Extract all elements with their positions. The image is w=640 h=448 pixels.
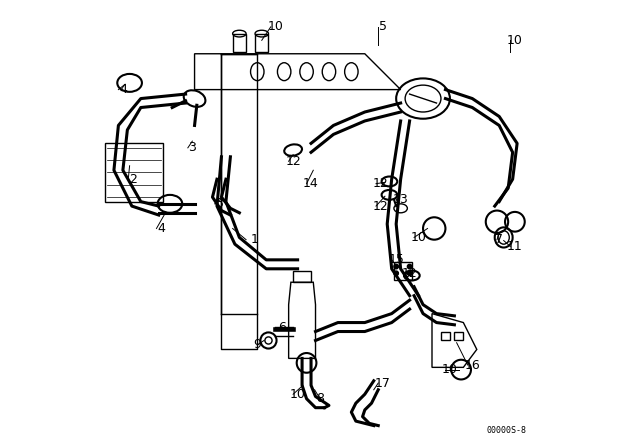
Text: 6: 6 [278, 320, 286, 334]
Text: 1: 1 [251, 233, 259, 246]
Text: 9: 9 [253, 338, 261, 352]
Text: 5: 5 [379, 20, 387, 34]
Text: 11: 11 [507, 240, 523, 253]
Text: 16: 16 [465, 358, 480, 372]
Bar [233, 34, 246, 52]
Circle shape [407, 271, 412, 276]
Text: 15: 15 [388, 253, 404, 267]
Text: 12: 12 [372, 199, 388, 213]
Circle shape [407, 264, 412, 269]
Text: 10: 10 [411, 231, 426, 244]
Text: 7: 7 [495, 233, 503, 246]
Text: 3: 3 [188, 141, 196, 155]
Text: 12: 12 [372, 177, 388, 190]
Text: 2: 2 [129, 172, 137, 186]
Text: 10: 10 [268, 20, 283, 34]
Text: 8: 8 [316, 392, 324, 405]
Bar [454, 332, 463, 340]
Text: 17: 17 [375, 376, 390, 390]
Text: 4: 4 [157, 222, 165, 235]
Text: 12: 12 [285, 155, 301, 168]
Text: 4: 4 [119, 83, 127, 96]
Text: 13: 13 [393, 193, 408, 206]
Text: 3: 3 [215, 197, 223, 211]
Text: 12: 12 [402, 267, 417, 280]
Text: 10: 10 [442, 363, 458, 376]
Circle shape [394, 264, 398, 269]
Bar [293, 271, 311, 282]
Text: 14: 14 [303, 177, 319, 190]
Text: 10: 10 [290, 388, 305, 401]
Text: 10: 10 [507, 34, 523, 47]
Bar [394, 262, 412, 280]
Bar [441, 332, 450, 340]
Text: 00000S-8: 00000S-8 [486, 426, 526, 435]
Bar [255, 34, 269, 52]
Bar [105, 143, 163, 202]
Circle shape [394, 271, 398, 276]
